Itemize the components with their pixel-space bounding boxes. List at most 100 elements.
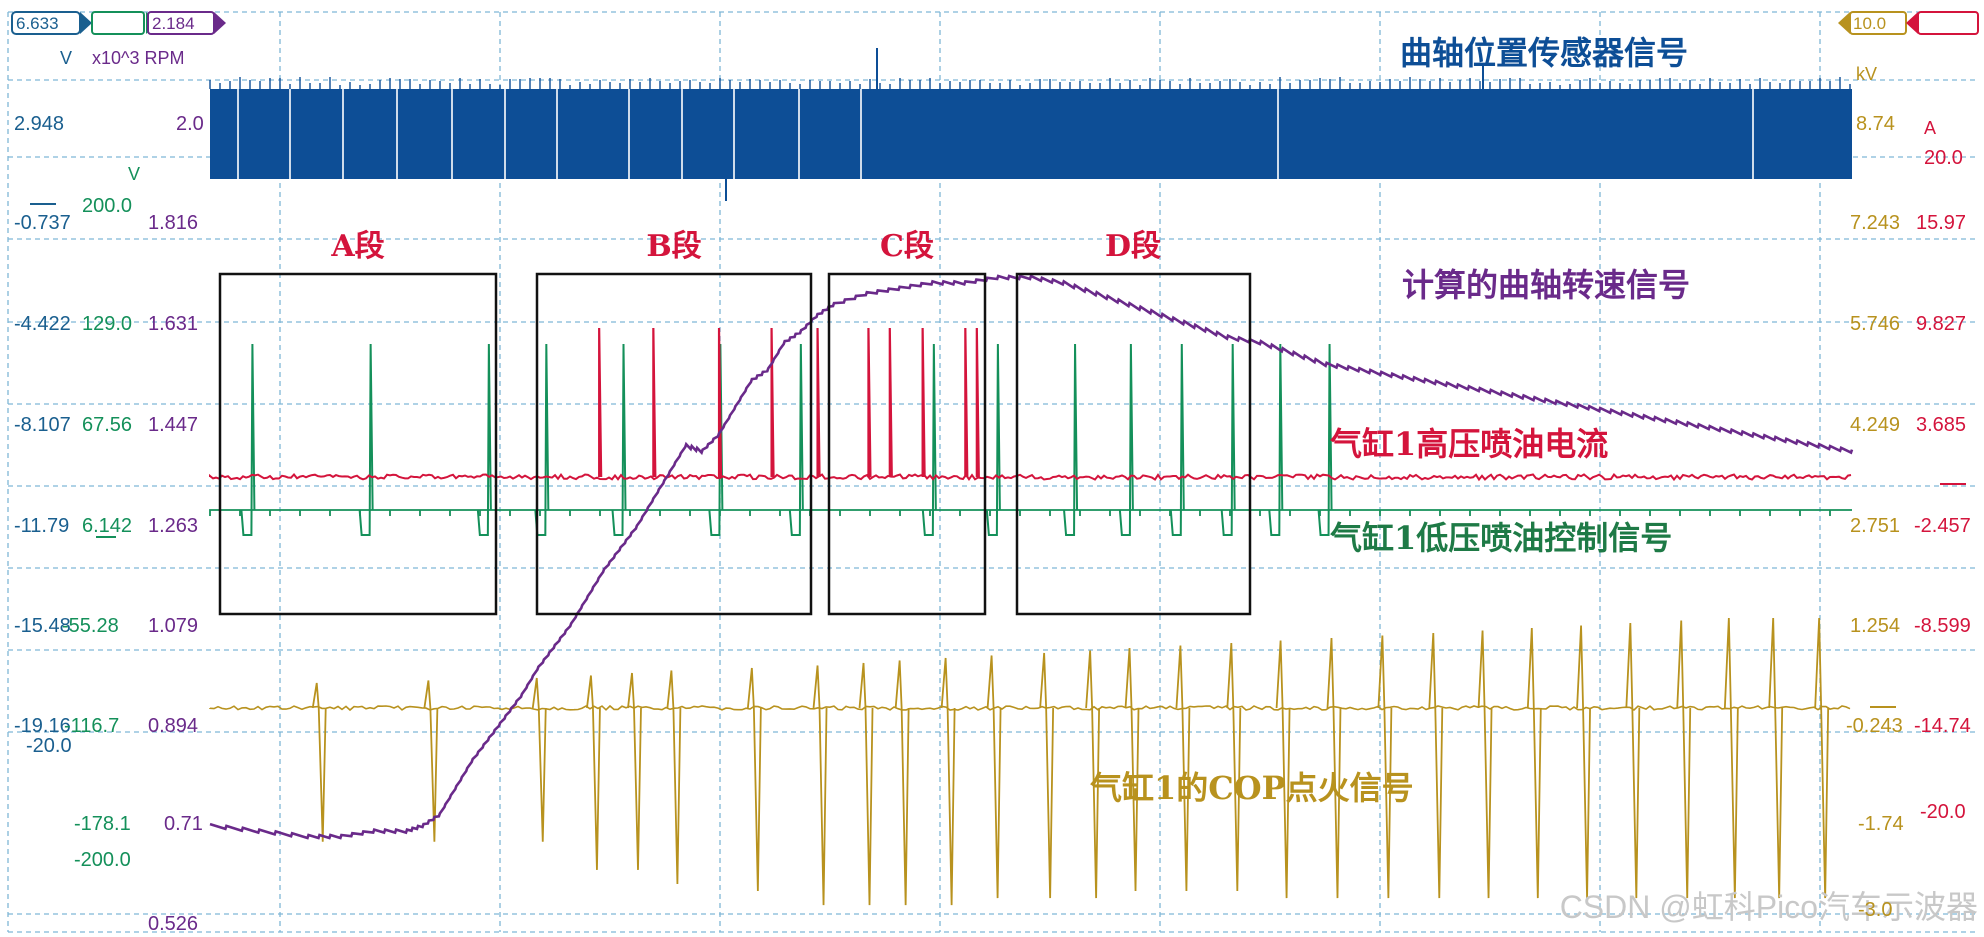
lowside-control-pulse-14 — [1317, 343, 1333, 536]
channel-a-color-tag[interactable] — [91, 11, 145, 35]
left-axis-rpm-tick-5: 1.079 — [148, 615, 198, 637]
cop-ignition-pulse-9 — [894, 660, 910, 906]
left-axis-volts-b-tick-5: -116.7 — [64, 715, 119, 737]
lowside-control-pulse-7 — [921, 343, 937, 536]
left-axis-volts-a-tick-0: 2.948 — [14, 113, 64, 135]
cop-ignition-pulse-16 — [1226, 642, 1242, 892]
lowside-control-pulse-9 — [1063, 343, 1079, 536]
lowside-control-pulse-1 — [358, 343, 374, 536]
left-axis-volts-b-tick-6: -178.1 — [74, 813, 131, 835]
right-axis-amps-tick-7: -20.0 — [1920, 801, 1966, 823]
rpm-trace-label: 计算的曲轴转速信号 — [1402, 266, 1690, 304]
cop-ignition-pulse-13 — [1085, 650, 1101, 899]
injector-current-pulse-4 — [816, 327, 821, 478]
channel-c-scale-value: 10.0 — [1853, 14, 1886, 33]
cop-ignition-pulse-15 — [1175, 645, 1191, 892]
segment-box-1 — [218, 272, 498, 616]
cop-ignition-pulse-27 — [1768, 617, 1784, 899]
channel-b-scale-tag[interactable]: 2.184 — [146, 11, 226, 35]
rpm-trace — [209, 274, 1854, 840]
right-axis-kv-tick-8: -3.0 — [1858, 899, 1892, 921]
left-axis-volts-a-tick-2: -4.422 — [14, 313, 71, 335]
lowside-control-label: 气缸1低压喷油控制信号 — [1330, 519, 1672, 557]
right-axis-amps-tick-3: 3.685 — [1916, 414, 1966, 436]
lowside-control-pulse-11 — [1169, 343, 1185, 536]
cop-ignition-pulse-23 — [1576, 625, 1591, 899]
left-axis-rpm-tick-1: 1.816 — [148, 212, 198, 234]
channel-b-scale-value: 2.184 — [152, 14, 195, 33]
right-axis-amps-tick-5: -8.599 — [1914, 615, 1971, 637]
channel-a-scale-tag[interactable]: 6.633 — [11, 11, 92, 35]
injector-current-pulse-3 — [770, 327, 775, 478]
left-axis-volts-a-tick-1: -0.737 — [14, 212, 71, 234]
left-axis-volts-b-tick-7: -200.0 — [74, 849, 131, 871]
cop-ignition-pulse-14 — [1124, 647, 1140, 892]
right-axis-amps-tick-4: -2.457 — [1914, 515, 1971, 537]
right-axis-kv-tick-5: 1.254 — [1850, 615, 1900, 637]
watermark-text: CSDN @虹科Pico汽车示波器 — [1560, 889, 1978, 925]
unit-label-volts-a: V — [60, 48, 72, 68]
chart-labels: A段 B段 C段 D段 曲轴位置传感器信号计算的曲轴转速信号气缸1高压喷油电流气缸1低压… — [330, 34, 1978, 925]
unit-label-kv: kV — [1856, 64, 1877, 84]
injector-current-pulse-6 — [888, 327, 893, 478]
segment-label-1: A段 — [330, 229, 384, 264]
injector-current-pulse-2 — [717, 327, 723, 478]
injector-current-pulse-5 — [867, 327, 872, 478]
injector-current-pulse-0 — [598, 327, 603, 478]
cop-ignition-pulse-6 — [746, 667, 762, 892]
lowside-control-pulse-10 — [1118, 343, 1134, 536]
left-axis-volts-b-tick-2: 67.56 — [82, 414, 132, 436]
lowside-control-pulse-2 — [476, 343, 492, 536]
left-axis-volts-a-tick-4: -11.79 — [14, 515, 69, 537]
cop-ignition-pulse-3 — [586, 675, 601, 870]
injector-current-pulse-8 — [964, 327, 969, 478]
right-axis-amps-tick-1: 15.97 — [1916, 212, 1966, 234]
cop-ignition-pulse-5 — [666, 670, 682, 885]
injector-current-label: 气缸1高压喷油电流 — [1330, 425, 1608, 463]
left-axis-rpm-tick-8: 0.526 — [148, 913, 198, 935]
cop-ignition-pulse-20 — [1428, 632, 1444, 899]
lowside-control-trace — [209, 509, 1852, 516]
left-axis-volts-b-tick-0: 200.0 — [82, 195, 132, 217]
crank-sensor-band — [210, 89, 1852, 179]
cop-ignition-pulse-4 — [627, 672, 642, 870]
injector-current-trace — [209, 472, 1852, 482]
injector-current-pulse-7 — [921, 327, 926, 478]
chart-traces — [209, 48, 1854, 906]
lowside-control-pulse-4 — [611, 343, 627, 536]
left-axis-rpm-tick-3: 1.447 — [148, 414, 198, 436]
lowside-control-pulse-12 — [1220, 343, 1236, 536]
segment-label-3: C段 — [880, 229, 934, 264]
injector-current-pulse-1 — [652, 327, 657, 478]
lowside-control-pulse-0 — [240, 343, 256, 536]
cop-ignition-pulse-21 — [1477, 630, 1493, 899]
cop-ignition-pulse-7 — [812, 665, 828, 906]
right-axis-amps-tick-2: 9.827 — [1916, 313, 1966, 335]
channel-c-scale-tag[interactable]: 10.0 — [1838, 11, 1907, 35]
segment-box-3 — [827, 272, 987, 616]
unit-label-volts-b: V — [128, 164, 140, 184]
segment-label-2: B段 — [646, 229, 701, 264]
right-axis-kv-tick-7: -1.74 — [1858, 813, 1904, 835]
cop-ignition-pulse-24 — [1625, 622, 1641, 899]
left-axis-volts-b-tick-1: 129.0 — [82, 313, 132, 335]
left-axis-rpm-tick-2: 1.631 — [148, 313, 198, 335]
left-axis-volts-a-tick-6: -19.16 — [14, 715, 71, 737]
segment-box-4 — [1015, 272, 1252, 616]
left-axis-rpm-tick-6: 0.894 — [148, 715, 198, 737]
cop-ignition-pulse-12 — [1039, 652, 1055, 899]
left-axis-rpm-tick-0: 2.0 — [176, 113, 204, 135]
cop-ignition-label: 气缸1的COP点火信号 — [1090, 769, 1414, 807]
channel-d-scale-tag[interactable] — [1906, 11, 1979, 35]
cop-ignition-pulse-17 — [1275, 640, 1291, 899]
cop-ignition-pulse-11 — [986, 655, 1002, 899]
cop-ignition-trace — [209, 704, 1851, 712]
channel-a-scale-value: 6.633 — [16, 14, 59, 33]
left-axis-volts-a-tick-3: -8.107 — [14, 414, 71, 436]
right-axis-kv-tick-6: -0.243 — [1846, 715, 1903, 737]
cop-ignition-pulse-28 — [1814, 617, 1830, 899]
left-axis-rpm-tick-7: 0.71 — [164, 813, 203, 835]
left-axis-volts-b-tick-3: 6.142 — [82, 515, 132, 537]
